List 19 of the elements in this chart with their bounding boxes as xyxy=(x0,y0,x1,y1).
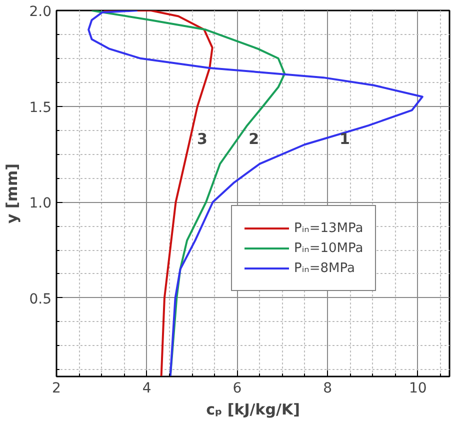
x-tick-label: 4 xyxy=(142,380,152,396)
legend-label: Pᵢₙ=8MPa xyxy=(294,260,355,276)
legend-label: Pᵢₙ=10MPa xyxy=(294,240,364,256)
x-axis-title: cₚ [kJ/kg/K] xyxy=(206,400,300,418)
annotation: 1 xyxy=(339,130,350,148)
line-series xyxy=(88,10,424,376)
x-tick-label: 2 xyxy=(52,380,61,396)
y-tick-label: 1.5 xyxy=(29,100,52,116)
annotation: 2 xyxy=(248,130,260,148)
x-tick-label: 8 xyxy=(323,380,332,396)
x-tick-label: 6 xyxy=(232,380,242,396)
y-tick-label: 0.5 xyxy=(29,291,52,308)
y-axis-title: y [mm] xyxy=(3,164,22,224)
line-series xyxy=(102,10,214,376)
y-tick-label: 2.0 xyxy=(29,4,52,20)
x-tick-label: 10 xyxy=(408,380,427,396)
annotation: 3 xyxy=(196,130,208,148)
legend-label: Pᵢₙ=13MPa xyxy=(294,220,364,236)
y-tick-label: 1.0 xyxy=(29,196,52,212)
